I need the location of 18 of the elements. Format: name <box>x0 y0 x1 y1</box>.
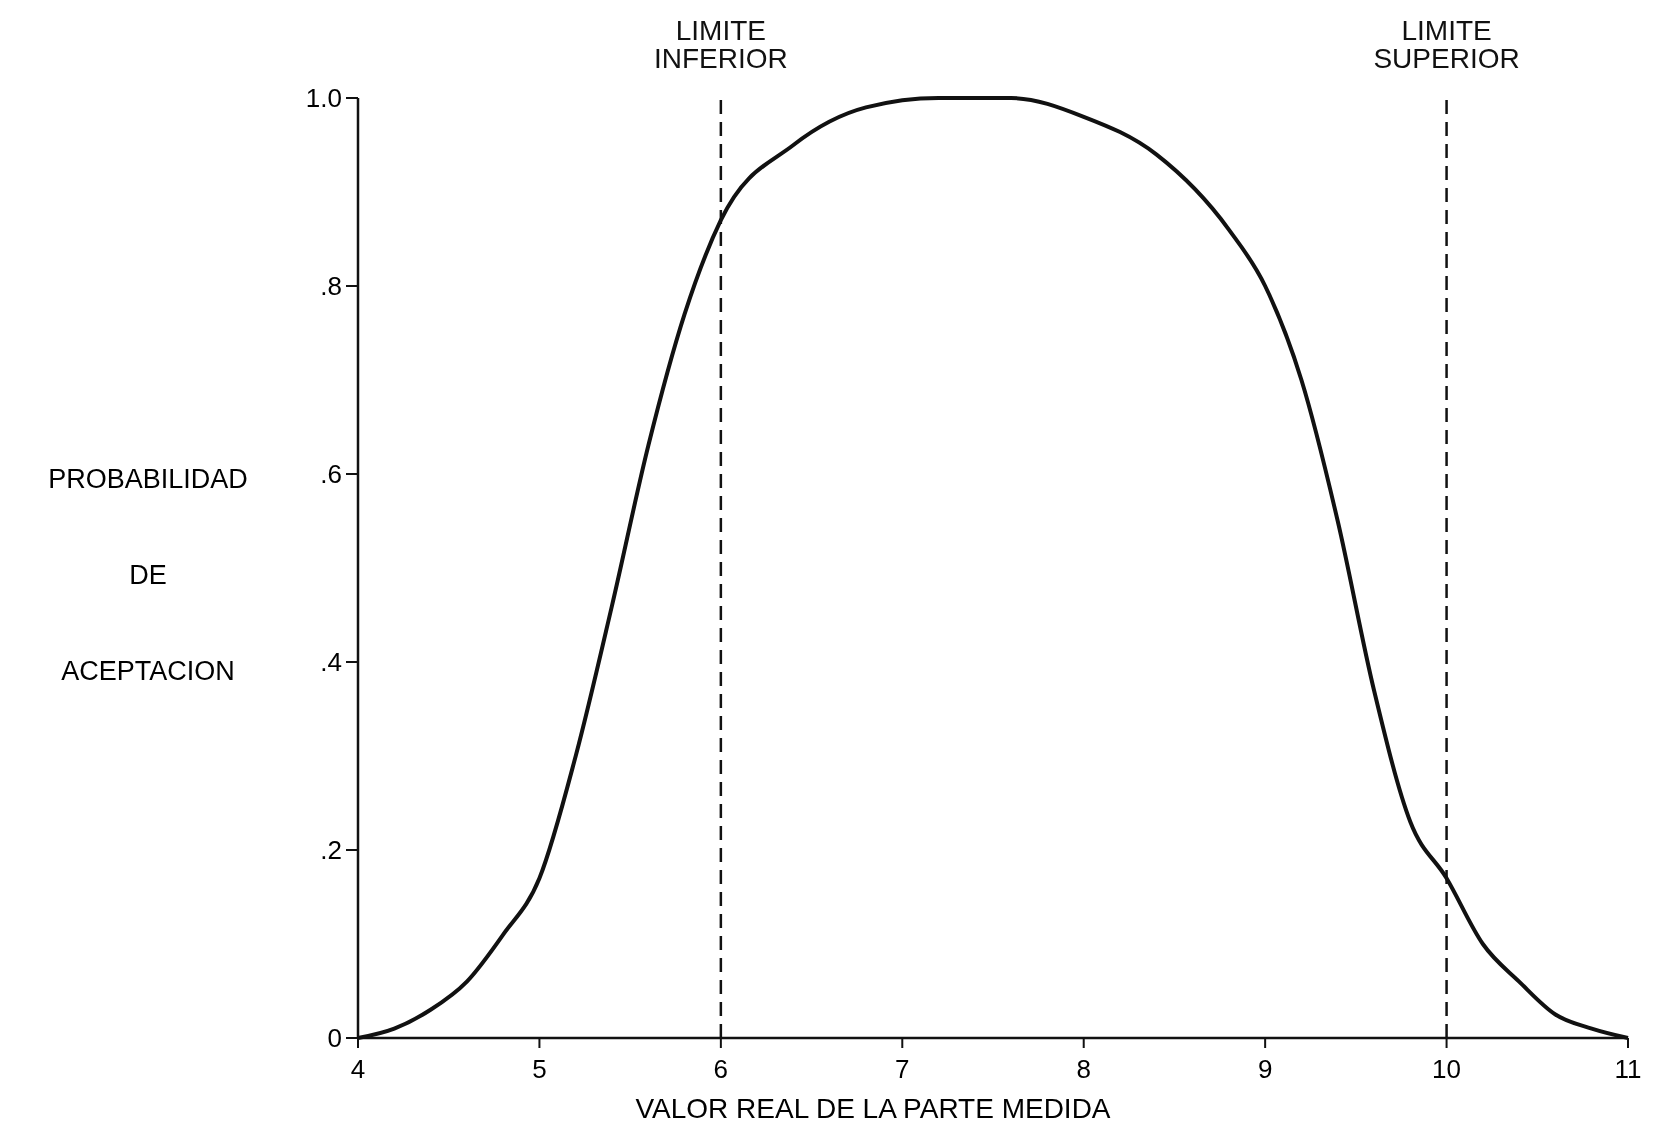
ref-line-label: LIMITE SUPERIOR <box>1373 15 1520 74</box>
x-tick-label: 7 <box>895 1054 910 1084</box>
y-tick-label: 1.0 <box>305 83 342 113</box>
y-tick-label: .4 <box>320 647 342 677</box>
x-tick-label: 11 <box>1614 1054 1642 1084</box>
y-tick-label: .2 <box>320 835 342 865</box>
x-tick-label: 6 <box>713 1054 729 1084</box>
x-tick-label: 9 <box>1257 1054 1273 1084</box>
y-tick-label: 0 <box>327 1023 342 1053</box>
y-tick-label: .8 <box>320 271 342 301</box>
x-axis-title: VALOR REAL DE LA PARTE MEDIDA <box>635 1093 1111 1124</box>
x-tick-label: 5 <box>532 1054 547 1084</box>
x-tick-label: 4 <box>350 1054 366 1084</box>
ref-line-label: LIMITE INFERIOR <box>653 15 788 74</box>
text: PROBABILIDAD DE ACEPTACION <box>48 464 248 686</box>
x-tick-label: 10 <box>1432 1054 1462 1084</box>
x-tick-label: 8 <box>1076 1054 1091 1084</box>
y-tick-label: .6 <box>320 459 342 489</box>
